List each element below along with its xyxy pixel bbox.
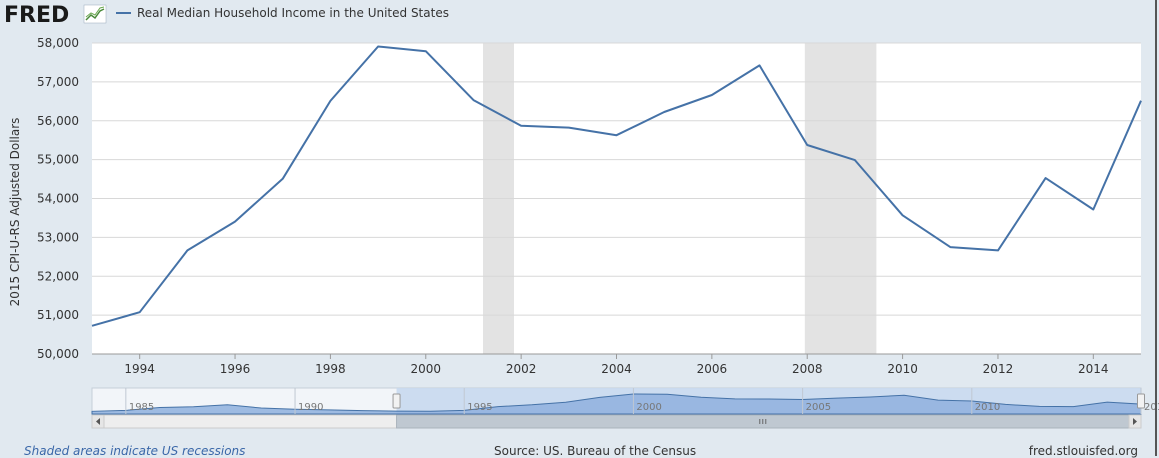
y-tick-label: 54,000 (37, 192, 79, 206)
y-tick-label: 55,000 (37, 153, 79, 167)
x-tick-label: 2010 (887, 362, 918, 376)
y-tick-label: 58,000 (37, 36, 79, 50)
x-tick-label: 2000 (410, 362, 441, 376)
y-axis-label: 2015 CPI-U-RS Adjusted Dollars (8, 118, 22, 307)
x-tick-label: 2002 (506, 362, 537, 376)
series-line-0 (91, 45, 1142, 327)
navigator-tick-label: 1990 (298, 402, 323, 413)
x-tick-label: 2012 (983, 362, 1014, 376)
x-tick-label: 1996 (220, 362, 251, 376)
y-tick-label: 50,000 (37, 347, 79, 361)
navigator-tick-label: 1985 (129, 402, 154, 413)
range-navigator[interactable]: 1985 1990 1995 2000 2005 2010 2015 (91, 387, 1159, 429)
series-line-group (91, 45, 1142, 327)
arrow-right-icon (1133, 418, 1137, 425)
site-link[interactable]: fred.stlouisfed.org (1028, 444, 1138, 458)
x-tick-label: 2004 (601, 362, 632, 376)
recession-note: Shaded areas indicate US recessions (24, 444, 246, 458)
legend-label[interactable]: Real Median Household Income in the Unit… (137, 6, 449, 20)
navigator-tick-label: 2010 (975, 402, 1000, 413)
navigator-left-handle[interactable] (392, 393, 401, 409)
x-tick-label: 2014 (1078, 362, 1109, 376)
navigator-tick-label: 2005 (806, 402, 831, 413)
y-tick-label: 56,000 (37, 114, 79, 128)
y-tick-label: 51,000 (37, 308, 79, 322)
navigator-tick-label: 2000 (636, 402, 661, 413)
y-tick-label: 57,000 (37, 75, 79, 89)
x-tick-label: 2006 (697, 362, 728, 376)
x-tick-label: 1994 (124, 362, 155, 376)
navigator-tick-label: 1995 (467, 402, 492, 413)
source-note: Source: US. Bureau of the Census (494, 444, 697, 458)
y-axis: 50,000 51,000 52,000 53,000 54,000 55,000 56,0… (37, 36, 79, 361)
x-tick-label: 2008 (792, 362, 823, 376)
x-axis: 1994 1996 1998 2000 2002 2004 2006 2008 2010 2012… (92, 353, 1141, 376)
y-tick-label: 53,000 (37, 230, 79, 244)
y-tick-label: 52,000 (37, 269, 79, 283)
fred-logo[interactable]: FRED (4, 3, 69, 28)
x-tick-label: 1998 (315, 362, 346, 376)
navigator-right-handle[interactable] (1137, 393, 1145, 409)
mini-chart-icon (83, 4, 107, 24)
arrow-left-icon (96, 418, 100, 425)
navigator-tick-label: 2015 (1144, 402, 1159, 413)
